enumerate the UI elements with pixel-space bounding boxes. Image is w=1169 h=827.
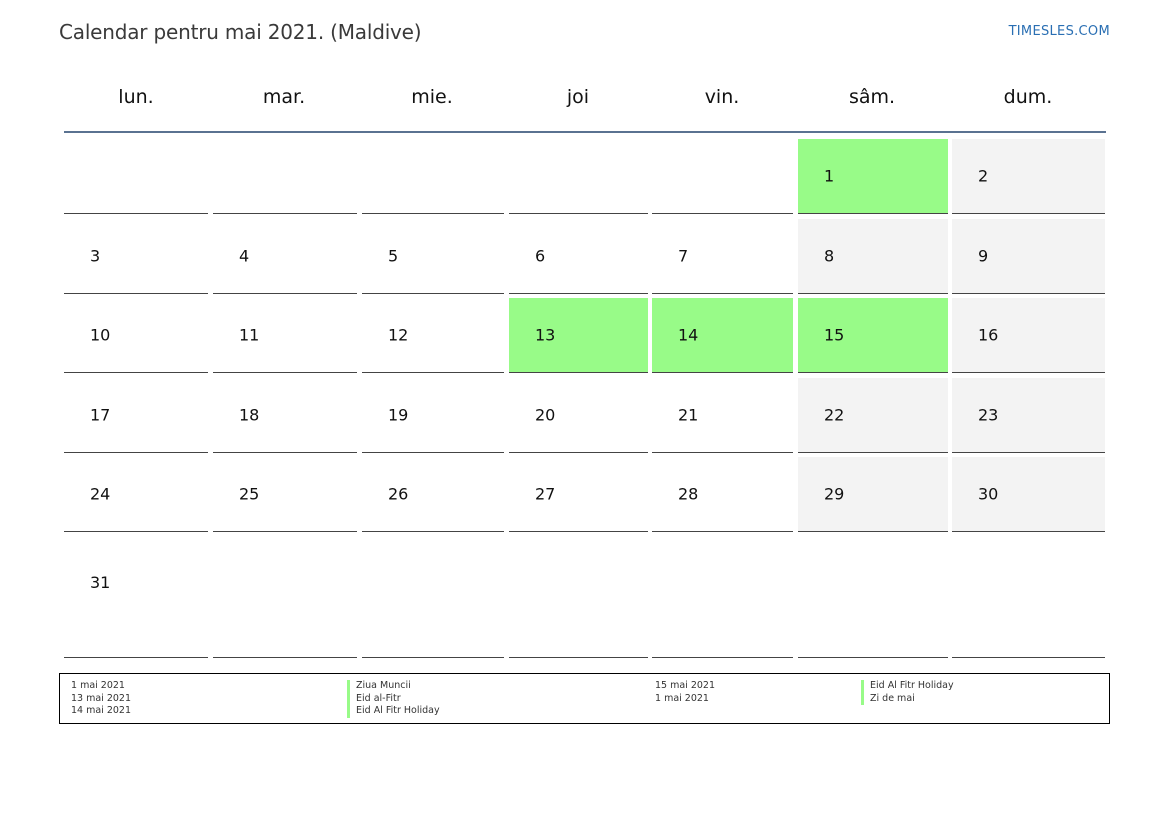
day-cell-13[interactable]: 13 xyxy=(509,298,648,373)
empty-day-cell xyxy=(952,537,1105,658)
day-number: 24 xyxy=(90,484,111,504)
day-cell-6[interactable]: 6 xyxy=(509,219,648,294)
day-number: 25 xyxy=(239,484,260,504)
day-number: 30 xyxy=(978,484,999,504)
day-cell-29[interactable]: 29 xyxy=(798,457,948,532)
day-cell-16[interactable]: 16 xyxy=(952,298,1105,373)
weekday-header: lun. mar. mie. joi vin. sâm. dum. xyxy=(64,86,1106,116)
day-number: 5 xyxy=(388,246,399,266)
day-number: 20 xyxy=(535,405,556,425)
legend-holiday-name: Zi de mai xyxy=(861,692,954,705)
day-cell-15[interactable]: 15 xyxy=(798,298,948,373)
day-cell-17[interactable]: 17 xyxy=(64,378,208,453)
day-number: 8 xyxy=(824,246,835,266)
day-cell-22[interactable]: 22 xyxy=(798,378,948,453)
weekday-thu: joi xyxy=(566,86,590,108)
day-cell-27[interactable]: 27 xyxy=(509,457,648,532)
day-cell-1[interactable]: 1 xyxy=(798,139,948,214)
day-cell-26[interactable]: 26 xyxy=(362,457,504,532)
day-number: 19 xyxy=(388,405,409,425)
brand-link[interactable]: TIMESLES.COM xyxy=(1008,24,1110,39)
day-number: 9 xyxy=(978,246,989,266)
day-number: 28 xyxy=(678,484,699,504)
day-number: 12 xyxy=(388,325,409,345)
day-cell-23[interactable]: 23 xyxy=(952,378,1105,453)
legend-left-dates: 1 mai 2021 13 mai 2021 14 mai 2021 xyxy=(71,680,131,718)
legend-date: 14 mai 2021 xyxy=(71,705,132,716)
weekday-sat: sâm. xyxy=(848,86,896,108)
day-cell-9[interactable]: 9 xyxy=(952,219,1105,294)
header-divider xyxy=(64,131,1106,133)
legend-date: 13 mai 2021 xyxy=(71,692,132,704)
weekday-fri: vin. xyxy=(704,86,740,108)
empty-day-cell xyxy=(652,537,793,658)
empty-day-cell xyxy=(213,537,357,658)
day-cell-2[interactable]: 2 xyxy=(952,139,1105,214)
day-cell-5[interactable]: 5 xyxy=(362,219,504,294)
empty-day-cell xyxy=(213,139,357,214)
weekday-sun: dum. xyxy=(1003,86,1053,108)
legend-right-dates: 15 mai 2021 1 mai 2021 xyxy=(655,680,715,705)
day-number: 13 xyxy=(535,325,556,345)
day-cell-24[interactable]: 24 xyxy=(64,457,208,532)
empty-day-cell xyxy=(652,139,793,214)
weekday-mon: lun. xyxy=(118,86,154,108)
day-cell-14[interactable]: 14 xyxy=(652,298,793,373)
empty-day-cell xyxy=(509,537,648,658)
legend-holiday-name: Eid al-Fitr xyxy=(347,692,440,705)
weekday-wed: mie. xyxy=(411,86,453,108)
day-cell-10[interactable]: 10 xyxy=(64,298,208,373)
legend-holiday-name: Ziua Muncii xyxy=(347,680,440,693)
day-number: 3 xyxy=(90,246,101,266)
day-number: 15 xyxy=(824,325,845,345)
day-number: 27 xyxy=(535,484,556,504)
empty-day-cell xyxy=(362,139,504,214)
day-number: 6 xyxy=(535,246,546,266)
day-number: 23 xyxy=(978,405,999,425)
day-number: 2 xyxy=(978,166,989,186)
day-cell-20[interactable]: 20 xyxy=(509,378,648,453)
day-cell-30[interactable]: 30 xyxy=(952,457,1105,532)
day-number: 17 xyxy=(90,405,111,425)
day-cell-8[interactable]: 8 xyxy=(798,219,948,294)
day-cell-25[interactable]: 25 xyxy=(213,457,357,532)
day-number: 18 xyxy=(239,405,260,425)
day-cell-21[interactable]: 21 xyxy=(652,378,793,453)
legend-left-names: Ziua Muncii Eid al-Fitr Eid Al Fitr Holida… xyxy=(347,680,440,718)
weekday-tue: mar. xyxy=(262,86,306,108)
legend-date: 1 mai 2021 xyxy=(655,692,709,704)
legend-holiday-name: Eid Al Fitr Holiday xyxy=(861,680,954,693)
day-number: 4 xyxy=(239,246,250,266)
empty-day-cell xyxy=(362,537,504,658)
empty-day-cell xyxy=(798,537,948,658)
day-number: 29 xyxy=(824,484,845,504)
day-number: 1 xyxy=(824,166,835,186)
day-cell-12[interactable]: 12 xyxy=(362,298,504,373)
day-number: 16 xyxy=(978,325,999,345)
holiday-legend: 1 mai 2021 13 mai 2021 14 mai 2021 Ziua Mu… xyxy=(59,673,1110,724)
day-cell-4[interactable]: 4 xyxy=(213,219,357,294)
empty-day-cell xyxy=(509,139,648,214)
day-number: 14 xyxy=(678,325,699,345)
empty-day-cell xyxy=(64,139,208,214)
day-number: 21 xyxy=(678,405,699,425)
legend-date: 1 mai 2021 xyxy=(71,680,125,691)
day-cell-28[interactable]: 28 xyxy=(652,457,793,532)
legend-right-names: Eid Al Fitr Holiday Zi de mai xyxy=(861,680,954,705)
day-cell-11[interactable]: 11 xyxy=(213,298,357,373)
day-number: 10 xyxy=(90,325,111,345)
day-number: 11 xyxy=(239,325,260,345)
day-number: 22 xyxy=(824,405,845,425)
legend-date: 15 mai 2021 xyxy=(655,680,716,691)
day-cell-18[interactable]: 18 xyxy=(213,378,357,453)
day-number: 31 xyxy=(90,573,111,592)
day-number: 26 xyxy=(388,484,409,504)
page-title: Calendar pentru mai 2021. (Maldive) xyxy=(59,20,422,44)
legend-holiday-name: Eid Al Fitr Holiday xyxy=(347,705,440,718)
day-cell-7[interactable]: 7 xyxy=(652,219,793,294)
day-cell-31[interactable]: 31 xyxy=(64,537,208,658)
day-cell-3[interactable]: 3 xyxy=(64,219,208,294)
day-number: 7 xyxy=(678,246,689,266)
day-cell-19[interactable]: 19 xyxy=(362,378,504,453)
